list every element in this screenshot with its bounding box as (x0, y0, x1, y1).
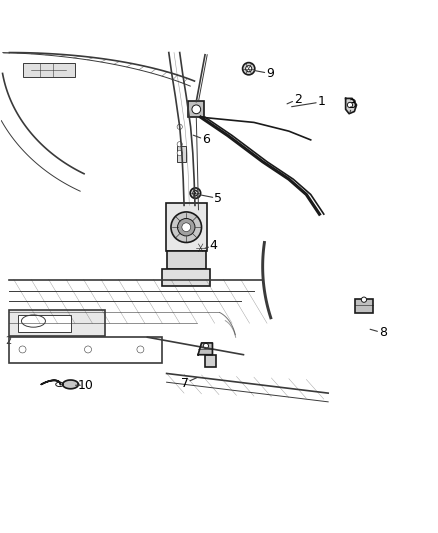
Polygon shape (41, 381, 60, 384)
Text: 9: 9 (266, 67, 274, 80)
Circle shape (198, 245, 203, 251)
Circle shape (190, 188, 201, 198)
Circle shape (19, 346, 26, 353)
Bar (205, 354, 216, 367)
Circle shape (347, 102, 353, 108)
Text: 10: 10 (78, 379, 94, 392)
Circle shape (195, 243, 206, 253)
Circle shape (182, 223, 191, 231)
Text: 1: 1 (318, 95, 325, 108)
Ellipse shape (56, 382, 64, 386)
Circle shape (203, 343, 208, 349)
Circle shape (192, 105, 201, 114)
Bar (177, 147, 186, 161)
Bar (162, 269, 210, 286)
Text: 3: 3 (348, 99, 356, 111)
Circle shape (85, 346, 92, 353)
Text: 2: 2 (5, 336, 12, 346)
Bar (18, 314, 71, 332)
Circle shape (177, 142, 182, 147)
Bar (22, 63, 75, 77)
Bar (166, 251, 206, 269)
Text: 2: 2 (293, 93, 301, 106)
Circle shape (177, 124, 182, 130)
Bar (10, 337, 162, 362)
Bar (166, 203, 207, 251)
Text: 7: 7 (181, 377, 189, 390)
Text: 6: 6 (202, 133, 210, 147)
Bar (355, 299, 373, 313)
Circle shape (171, 212, 201, 243)
Bar (188, 101, 204, 117)
Text: 5: 5 (214, 192, 222, 205)
Circle shape (246, 66, 252, 72)
Polygon shape (346, 99, 357, 114)
Circle shape (177, 219, 195, 236)
Circle shape (177, 150, 182, 156)
Circle shape (137, 346, 144, 353)
Circle shape (361, 297, 367, 302)
Circle shape (243, 62, 255, 75)
Polygon shape (63, 380, 78, 389)
Polygon shape (198, 343, 212, 354)
Bar (10, 310, 106, 336)
Circle shape (193, 190, 198, 196)
Text: 8: 8 (379, 326, 387, 340)
Text: 4: 4 (210, 239, 218, 252)
